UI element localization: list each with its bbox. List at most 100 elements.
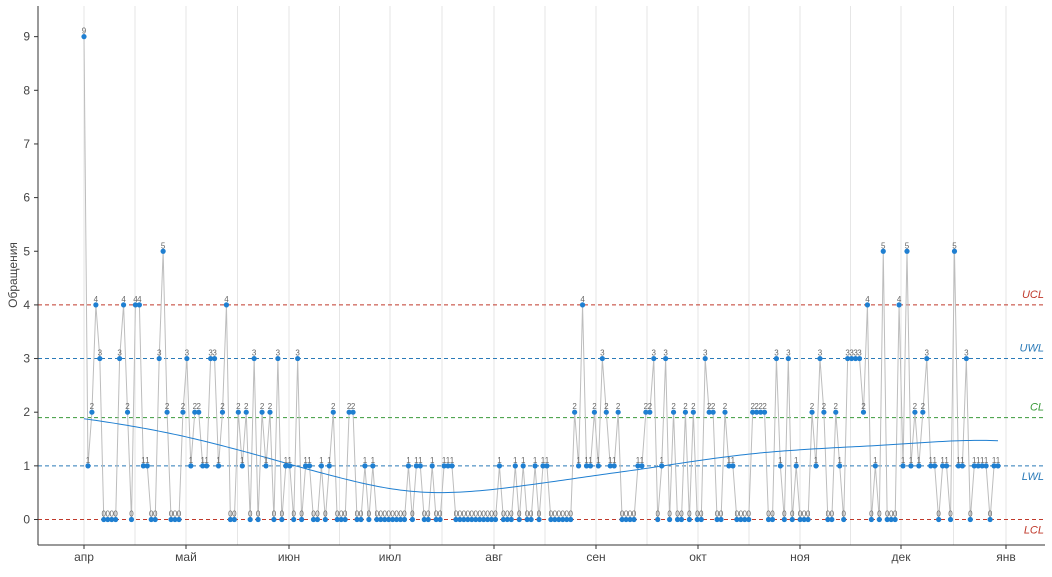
data-point (295, 355, 301, 362)
data-label: 2 (861, 402, 866, 411)
data-label: 0 (339, 510, 344, 519)
data-point (358, 516, 364, 523)
data-label: 0 (501, 510, 506, 519)
data-point (433, 516, 439, 523)
data-label: 3 (845, 349, 850, 358)
data-label: 1 (319, 456, 324, 465)
data-label: 3 (276, 349, 281, 358)
data-point (484, 516, 491, 523)
data-point (599, 355, 605, 362)
data-point (579, 302, 586, 308)
data-label: 2 (750, 402, 755, 411)
data-point (492, 516, 499, 523)
data-label: 1 (838, 456, 843, 465)
data-point (516, 516, 522, 523)
data-label: 2 (220, 402, 225, 411)
data-point (940, 463, 946, 469)
data-label: 0 (386, 510, 391, 519)
data-label: 1 (141, 456, 146, 465)
data-label: 0 (798, 510, 803, 519)
data-label: 1 (972, 456, 977, 465)
data-point (465, 516, 471, 523)
reference-label-lwl: LWL (1022, 471, 1044, 483)
data-label: 1 (992, 456, 997, 465)
data-point (698, 516, 704, 523)
data-label: 1 (204, 456, 209, 465)
data-label: 0 (489, 510, 494, 519)
data-label: 4 (865, 295, 870, 304)
data-point (900, 463, 906, 469)
trend-line (83, 418, 999, 494)
data-point (231, 516, 237, 523)
data-label: 2 (822, 402, 827, 411)
data-label: 1 (659, 456, 664, 465)
data-label: 4 (137, 295, 142, 304)
data-label: 3 (212, 349, 217, 358)
data-label: 0 (561, 510, 566, 519)
data-label: 0 (841, 510, 846, 519)
data-point (393, 516, 400, 523)
data-point (568, 516, 574, 523)
data-point (461, 516, 467, 523)
data-label: 0 (655, 510, 660, 519)
data-point (769, 516, 776, 523)
data-label: 0 (893, 510, 898, 519)
data-label: 0 (481, 510, 486, 519)
data-point (920, 409, 926, 415)
data-point (302, 463, 309, 469)
data-label: 1 (533, 456, 538, 465)
data-point (963, 355, 969, 362)
data-label: 0 (343, 510, 348, 519)
data-label: 2 (236, 402, 241, 411)
data-point (722, 409, 728, 415)
data-point (643, 409, 649, 415)
data-label: 2 (691, 402, 696, 411)
data-label: 0 (675, 510, 680, 519)
data-point (943, 463, 950, 469)
data-point (338, 516, 344, 523)
data-label: 2 (165, 402, 170, 411)
data-label: 0 (830, 510, 835, 519)
data-label: 0 (426, 510, 431, 519)
data-label: 2 (90, 402, 95, 411)
y-tick-label: 0 (23, 513, 30, 527)
data-point (520, 463, 526, 469)
data-label: 2 (347, 402, 352, 411)
data-point (192, 409, 198, 415)
data-label: 2 (592, 402, 597, 411)
data-point (215, 463, 222, 469)
data-label: 3 (853, 349, 858, 358)
data-point (793, 463, 799, 469)
data-point (564, 516, 570, 523)
data-point (504, 516, 510, 523)
data-label: 3 (208, 349, 213, 358)
data-label: 0 (687, 510, 692, 519)
data-label: 1 (960, 456, 965, 465)
data-point (318, 463, 324, 469)
data-point (370, 463, 376, 469)
data-label: 3 (185, 349, 190, 358)
data-point (837, 463, 843, 469)
data-label: 0 (355, 510, 360, 519)
data-point (275, 355, 281, 362)
data-point (742, 516, 748, 523)
data-label: 2 (754, 402, 759, 411)
data-point (342, 516, 348, 523)
data-label: 1 (327, 456, 332, 465)
points-layer (81, 34, 1001, 523)
data-point (912, 409, 918, 415)
data-point (560, 516, 566, 523)
data-label: 0 (485, 510, 490, 519)
data-label: 0 (422, 510, 427, 519)
data-point (219, 409, 226, 415)
data-point (204, 463, 210, 469)
data-label: 0 (667, 510, 672, 519)
data-label: 0 (149, 510, 154, 519)
data-point (639, 463, 645, 469)
data-point (453, 516, 459, 523)
data-label: 2 (671, 402, 676, 411)
data-point (587, 463, 594, 469)
data-label: 0 (493, 510, 498, 519)
data-point (556, 516, 562, 523)
data-point (809, 409, 815, 415)
